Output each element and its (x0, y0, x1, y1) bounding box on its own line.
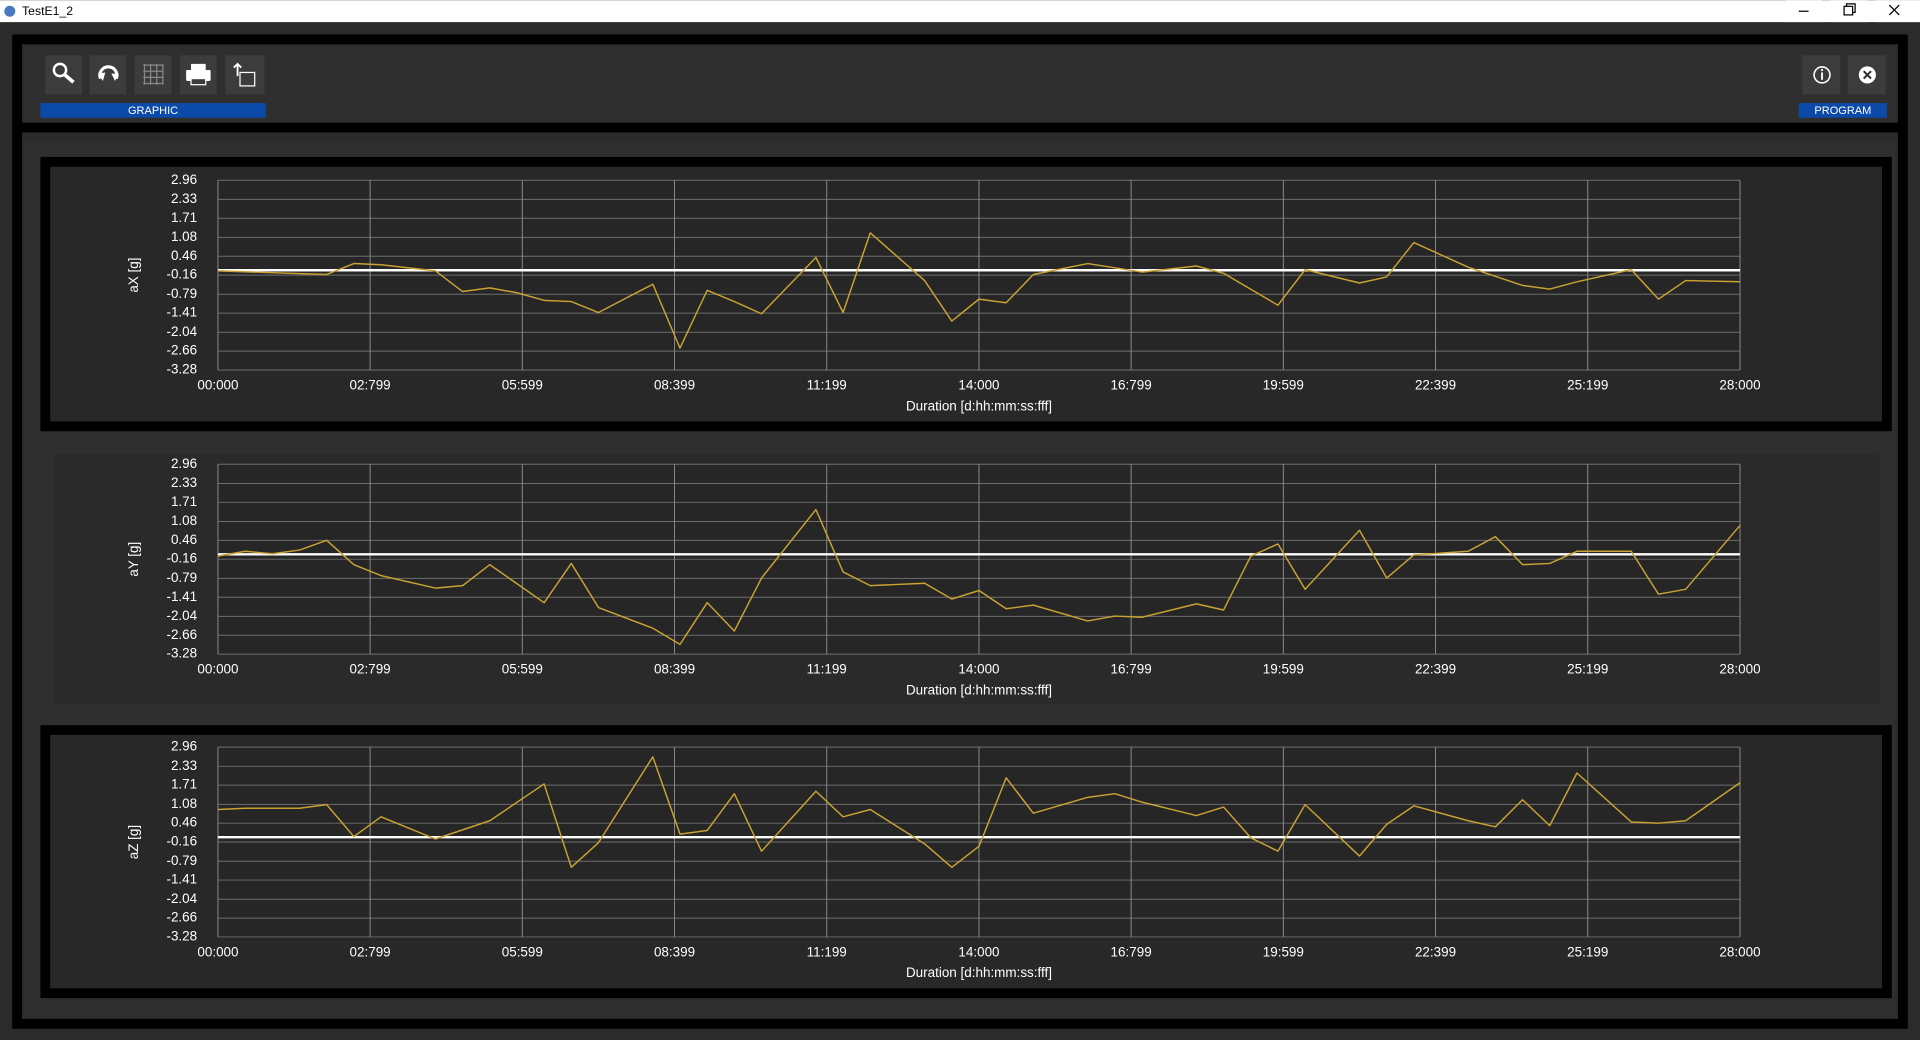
y-tick-label: 1.08 (171, 513, 197, 528)
y-tick-label: -2.04 (166, 608, 197, 623)
x-tick-label: 14:000 (958, 662, 999, 677)
y-tick-label: -2.66 (166, 343, 197, 358)
x-tick-label: 02:799 (350, 944, 391, 959)
y-tick-label: 2.33 (171, 191, 197, 206)
x-tick-label: 14:000 (958, 377, 999, 392)
x-tick-label: 22:399 (1415, 377, 1456, 392)
y-tick-label: 1.71 (171, 777, 197, 792)
restore-button[interactable] (1830, 0, 1868, 23)
info-button[interactable] (1802, 55, 1841, 95)
toolbar (24, 46, 1896, 123)
app-icon (4, 5, 16, 17)
title-bar (0, 0, 1920, 23)
y-axis-label: aY [g] (126, 542, 141, 577)
y-tick-label: -3.28 (166, 362, 197, 377)
y-tick-label: 2.33 (171, 758, 197, 773)
graphic-label: GRAPHIC (128, 105, 178, 117)
export-button[interactable] (225, 55, 265, 95)
y-tick-label: -0.79 (166, 853, 197, 868)
close-program-button[interactable] (1847, 55, 1886, 95)
y-tick-label: -2.04 (166, 324, 197, 339)
x-tick-label: 16:799 (1111, 944, 1152, 959)
program-label: PROGRAM (1814, 105, 1871, 117)
y-tick-label: -0.16 (166, 551, 197, 566)
x-tick-label: 19:599 (1263, 944, 1304, 959)
x-tick-label: 05:599 (502, 944, 543, 959)
print-button[interactable] (180, 55, 217, 95)
x-tick-label: 25:199 (1567, 944, 1608, 959)
x-tick-label: 00:000 (197, 377, 238, 392)
x-tick-label: 08:399 (654, 377, 695, 392)
x-tick-label: 05:599 (502, 377, 543, 392)
y-tick-label: -0.16 (166, 267, 197, 282)
y-tick-label: 1.71 (171, 210, 197, 225)
refresh-button[interactable] (89, 55, 127, 95)
y-tick-label: -3.28 (166, 929, 197, 944)
grid-button[interactable] (134, 55, 172, 95)
minimize-button[interactable] (1785, 0, 1823, 23)
y-tick-label: -1.41 (166, 589, 197, 604)
data-line (217, 508, 1741, 646)
y-tick-label: 0.46 (171, 248, 197, 263)
y-tick-label: 2.33 (171, 475, 197, 490)
x-tick-label: 16:799 (1111, 662, 1152, 677)
x-tick-label: 28:000 (1719, 944, 1760, 959)
data-line (217, 232, 1741, 349)
x-axis-label: Duration [d:hh:mm:ss:fff] (906, 398, 1052, 413)
y-tick-label: -0.79 (166, 286, 197, 301)
x-tick-label: 00:000 (197, 944, 238, 959)
x-tick-label: 22:399 (1415, 662, 1456, 677)
window-title: TestE1_2 (22, 4, 73, 18)
y-tick-label: -3.28 (166, 646, 197, 661)
x-tick-label: 16:799 (1111, 377, 1152, 392)
y-tick-label: 2.96 (171, 456, 197, 471)
y-tick-label: -2.66 (166, 910, 197, 925)
x-tick-label: 11:199 (807, 662, 847, 677)
zoom-button[interactable] (45, 55, 83, 95)
outer-frame (12, 34, 1908, 1029)
x-tick-label: 02:799 (350, 377, 391, 392)
y-tick-label: 1.08 (171, 229, 197, 244)
y-tick-label: -1.41 (166, 872, 197, 887)
x-axis-label: Duration [d:hh:mm:ss:fff] (906, 965, 1052, 980)
toolbar-divider (22, 122, 1898, 133)
y-tick-label: -0.79 (166, 570, 197, 585)
x-tick-label: 02:799 (350, 662, 391, 677)
y-tick-label: -2.04 (166, 891, 197, 906)
y-tick-label: -2.66 (166, 627, 197, 642)
x-tick-label: 19:599 (1263, 377, 1304, 392)
x-tick-label: 05:599 (502, 662, 543, 677)
x-tick-label: 00:000 (197, 662, 238, 677)
x-tick-label: 22:399 (1415, 944, 1456, 959)
x-tick-label: 11:199 (807, 944, 847, 959)
y-tick-label: 0.46 (171, 815, 197, 830)
x-tick-label: 11:199 (807, 377, 847, 392)
y-tick-label: 0.46 (171, 532, 197, 547)
x-axis-label: Duration [d:hh:mm:ss:fff] (906, 682, 1052, 697)
y-axis-label: aZ [g] (126, 825, 141, 859)
graphic-tab (40, 103, 266, 118)
x-tick-label: 28:000 (1719, 662, 1760, 677)
data-line (217, 756, 1741, 869)
x-tick-label: 08:399 (654, 662, 695, 677)
x-tick-label: 28:000 (1719, 377, 1760, 392)
y-tick-label: 2.96 (171, 172, 197, 187)
x-tick-label: 14:000 (958, 944, 999, 959)
x-tick-label: 25:199 (1567, 662, 1608, 677)
y-tick-label: 1.08 (171, 796, 197, 811)
x-tick-label: 25:199 (1567, 377, 1608, 392)
x-tick-label: 19:599 (1263, 662, 1304, 677)
y-tick-label: 2.96 (171, 739, 197, 754)
y-tick-label: -0.16 (166, 834, 197, 849)
program-tab (1798, 103, 1887, 118)
y-tick-label: 1.71 (171, 494, 197, 509)
close-window-button[interactable] (1875, 0, 1920, 23)
y-tick-label: -1.41 (166, 305, 197, 320)
y-axis-label: aX [g] (126, 258, 141, 293)
x-tick-label: 08:399 (654, 944, 695, 959)
